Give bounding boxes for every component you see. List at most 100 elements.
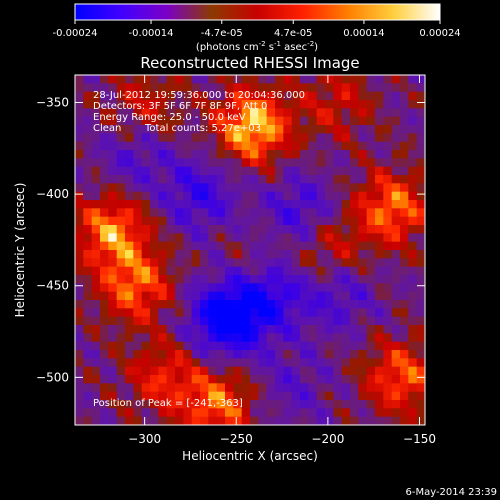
heatmap-cell xyxy=(250,108,259,118)
x-tick-label: −200 xyxy=(311,432,344,446)
heatmap-cell xyxy=(158,416,168,425)
heatmap-cell xyxy=(300,75,309,84)
heatmap-cell xyxy=(325,166,334,176)
heatmap-cell xyxy=(291,350,301,359)
heatmap-cell xyxy=(383,383,393,393)
heatmap-cell xyxy=(191,125,201,134)
heatmap-cell xyxy=(166,266,176,276)
heatmap-cell xyxy=(166,375,176,384)
heatmap-cell xyxy=(366,83,376,93)
heatmap-cell xyxy=(91,150,101,159)
heatmap-cell xyxy=(166,333,176,343)
heatmap-cell xyxy=(208,266,218,276)
heatmap-cell xyxy=(225,108,234,118)
heatmap-cell xyxy=(91,316,101,326)
heatmap-cell xyxy=(325,125,334,134)
heatmap-cell xyxy=(150,175,159,184)
heatmap-cell xyxy=(341,166,351,176)
heatmap-cell xyxy=(216,175,226,184)
heatmap-cell xyxy=(316,400,326,409)
heatmap-cell xyxy=(300,116,309,126)
heatmap-cell xyxy=(266,241,276,251)
heatmap-cell xyxy=(391,183,401,193)
heatmap-cell xyxy=(291,316,301,326)
heatmap-cell xyxy=(75,283,84,293)
heatmap-cell xyxy=(133,183,143,193)
heatmap-cell xyxy=(216,233,226,243)
heatmap-cell xyxy=(341,200,351,209)
heatmap-cell xyxy=(216,325,226,334)
heatmap-cell xyxy=(141,308,151,318)
heatmap-cell xyxy=(250,225,259,234)
heatmap-cell xyxy=(258,233,268,243)
heatmap-cell xyxy=(283,158,293,168)
heatmap-cell xyxy=(341,233,351,243)
heatmap-cell xyxy=(241,225,251,234)
heatmap-cell xyxy=(158,116,168,126)
heatmap-cell xyxy=(75,83,84,93)
y-tick-label: −500 xyxy=(36,370,69,384)
heatmap-cell xyxy=(241,266,251,276)
heatmap-cell xyxy=(308,141,318,151)
heatmap-cell xyxy=(133,383,143,393)
heatmap-cell xyxy=(316,108,326,118)
heatmap-cell xyxy=(150,166,159,176)
heatmap-cell xyxy=(183,116,193,126)
heatmap-cell xyxy=(325,225,334,234)
heatmap-cell xyxy=(341,91,351,101)
heatmap-cell xyxy=(341,283,351,293)
heatmap-cell xyxy=(75,258,84,268)
heatmap-cell xyxy=(275,341,284,351)
heatmap-cell xyxy=(416,108,425,118)
heatmap-cell xyxy=(341,408,351,418)
heatmap-cell xyxy=(216,208,226,218)
heatmap-cell xyxy=(108,275,118,284)
heatmap-cell xyxy=(308,108,318,118)
heatmap-cell xyxy=(225,350,234,359)
heatmap-cell xyxy=(100,333,109,343)
heatmap-cell xyxy=(300,100,309,109)
heatmap-cell xyxy=(100,275,109,284)
heatmap-cell xyxy=(208,333,218,343)
heatmap-cell xyxy=(333,416,343,425)
heatmap-cell xyxy=(341,258,351,268)
heatmap-cell xyxy=(350,291,359,301)
heatmap-cell xyxy=(333,266,343,276)
heatmap-cell xyxy=(300,333,309,343)
heatmap-cell xyxy=(408,358,418,368)
heatmap-cell xyxy=(100,233,109,243)
heatmap-cell xyxy=(258,191,268,201)
heatmap-cell xyxy=(225,166,234,176)
heatmap-cell xyxy=(325,200,334,209)
heatmap-cell xyxy=(100,350,109,359)
heatmap-cell xyxy=(358,133,368,143)
heatmap-cell xyxy=(333,291,343,301)
heatmap-cell xyxy=(408,116,418,126)
heatmap-cell xyxy=(291,266,301,276)
heatmap-cell xyxy=(150,258,159,268)
heatmap-cell xyxy=(375,316,384,326)
heatmap-cell xyxy=(241,250,251,259)
heatmap-cell xyxy=(175,325,184,334)
heatmap-cell xyxy=(108,208,118,218)
heatmap-cell xyxy=(266,358,276,368)
heatmap-cell xyxy=(250,183,259,193)
heatmap-cell xyxy=(208,258,218,268)
heatmap-cell xyxy=(208,150,218,159)
heatmap-cell xyxy=(391,325,401,334)
heatmap-cell xyxy=(183,216,193,226)
heatmap-cell xyxy=(91,225,101,234)
heatmap-cell xyxy=(391,316,401,326)
heatmap-cell xyxy=(275,233,284,243)
heatmap-cell xyxy=(183,75,193,84)
heatmap-cell xyxy=(250,125,259,134)
heatmap-cell xyxy=(250,266,259,276)
heatmap-cell xyxy=(216,375,226,384)
heatmap-cell xyxy=(400,208,409,218)
heatmap-cell xyxy=(283,83,293,93)
heatmap-cell xyxy=(233,91,243,101)
heatmap-cell xyxy=(200,100,209,109)
heatmap-cell xyxy=(316,125,326,134)
heatmap-cell xyxy=(166,216,176,226)
heatmap-cell xyxy=(350,250,359,259)
